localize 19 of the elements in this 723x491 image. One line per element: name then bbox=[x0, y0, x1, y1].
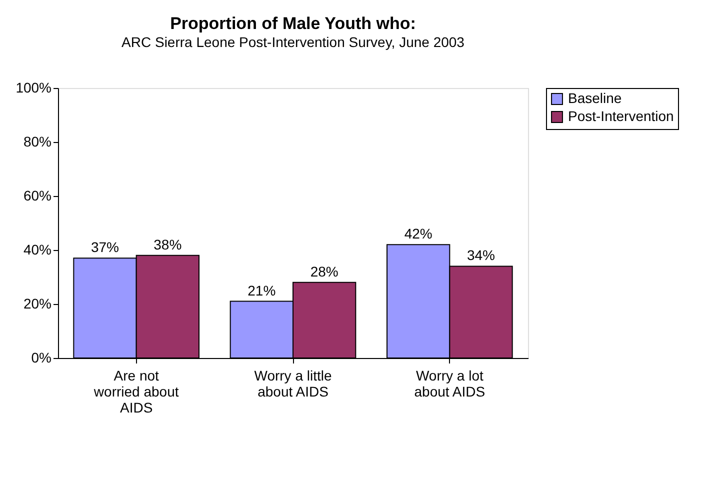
y-tick-label: 40% bbox=[23, 242, 52, 258]
data-label: 38% bbox=[154, 236, 182, 252]
data-label: 34% bbox=[466, 247, 496, 264]
y-tick-label: 0% bbox=[31, 350, 52, 366]
x-tick-label: Worry a lot about AIDS bbox=[414, 368, 486, 400]
data-label: 21% bbox=[248, 282, 276, 298]
chart-subtitle: ARC Sierra Leone Post-Intervention Survey, June 2003 bbox=[122, 34, 465, 50]
data-label: 37% bbox=[90, 239, 120, 256]
x-tick-label: Worry a little about AIDS bbox=[254, 368, 332, 400]
data-label: 42% bbox=[404, 226, 432, 242]
legend-label: Baseline bbox=[568, 90, 622, 106]
y-tick-label: 80% bbox=[23, 134, 52, 150]
chart-title: Proportion of Male Youth who: bbox=[170, 14, 416, 33]
y-tick-label: 60% bbox=[23, 188, 52, 204]
x-tick-label: Are not worried about AIDS bbox=[92, 368, 179, 416]
legend-label: Post-Intervention bbox=[568, 108, 674, 124]
y-tick-label: 100% bbox=[16, 80, 52, 96]
data-label: 28% bbox=[310, 263, 338, 280]
y-tick-label: 20% bbox=[23, 296, 52, 312]
